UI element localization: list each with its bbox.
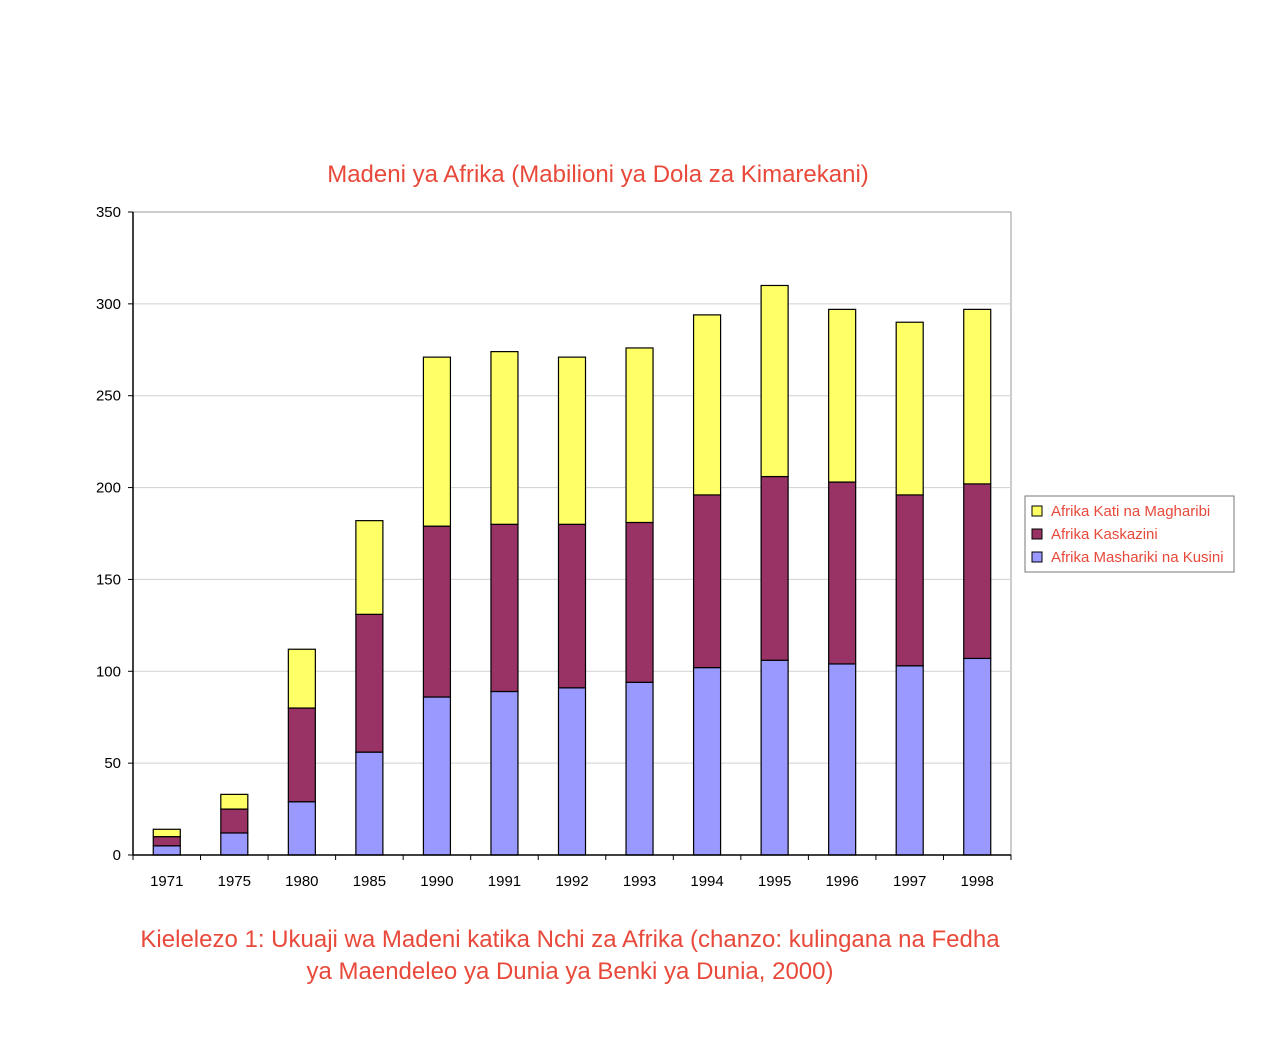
y-tick-label: 250 [96,388,121,405]
bar-segment [220,832,249,856]
y-tick-label: 50 [104,755,121,772]
x-tick-label: 1997 [893,873,926,890]
legend-label: Afrika Kaskazini [1051,526,1158,543]
bar-segment [557,687,587,856]
legend-label: Afrika Kati na Magharibi [1051,503,1210,520]
legend-box [1024,495,1235,573]
x-tick-label: 1991 [488,873,521,890]
x-tick-label: 1985 [353,873,386,890]
bar-segment [557,356,587,525]
x-tick-label: 1998 [961,873,994,890]
y-tick-label: 0 [113,847,121,864]
bars [152,284,992,856]
bar-segment [220,808,249,834]
bar-segment [287,801,316,856]
y-tick-label: 350 [96,204,121,221]
bar-segment [490,351,519,525]
bar-segment [828,308,857,483]
x-tick-label: 1980 [285,873,318,890]
bar-segment [490,690,519,856]
legend-swatch [1031,505,1043,517]
chart-title: Madeni ya Afrika (Mabilioni ya Dola za K… [327,161,869,188]
bar-segment [422,356,452,527]
legend-label: Afrika Mashariki na Kusini [1051,549,1224,566]
bar-segment [828,481,857,665]
bar-segment [963,483,992,660]
legend-swatch [1031,528,1043,540]
legend-swatch [1031,551,1043,563]
bar-segment [963,308,992,485]
bar-segment [692,314,722,496]
bar-segment [422,525,452,698]
bar-segment [152,836,181,847]
bar-segment [828,663,857,856]
y-tick-label: 300 [96,296,121,313]
bar-segment [625,681,654,856]
bar-segment [895,665,924,856]
bar-segment [422,696,452,856]
y-tick-label: 150 [96,571,121,588]
y-tick-label: 100 [96,663,121,680]
bar-segment [557,523,587,689]
axes: 0 50 100 150 200 250 300 350 1971 1975 1980 1985 199… [96,204,1012,890]
caption-line-1: Kielelezo 1: Ukuaji wa Madeni katika Nch… [140,926,1000,953]
bar-segment [760,475,789,661]
bar-segment [152,828,181,838]
x-tick-label: 1992 [555,873,588,890]
x-tick-label: 1995 [758,873,791,890]
bar-segment [963,657,992,856]
bar-segment [625,521,654,683]
bar-segment [692,494,722,669]
bar-segment [287,648,316,709]
bar-segment [355,613,384,753]
x-tick-label: 1971 [150,873,183,890]
bar-segment [355,751,384,856]
bar-segment [625,347,654,524]
x-tick-label: 1990 [420,873,453,890]
bar-segment [895,494,924,667]
x-tick-label: 1993 [623,873,656,890]
caption-line-2: ya Maendeleo ya Dunia ya Benki ya Dunia,… [306,958,834,985]
legend: Afrika Kati na Magharibi Afrika Kaskazini… [1024,495,1235,573]
bar-segment [355,520,384,615]
figure-caption: Kielelezo 1: Ukuaji wa Madeni katika Nch… [40,924,1100,988]
bar-segment [220,793,249,810]
bar-segment [760,284,789,478]
bar-segment [692,667,722,856]
bar-segment [287,707,316,803]
bar-segment [152,845,181,856]
x-tick-label: 1994 [690,873,723,890]
y-tick-label: 200 [96,480,121,497]
bar-segment [490,523,519,693]
x-tick-label: 1996 [825,873,858,890]
bar-segment [895,321,924,496]
bar-segment [760,659,789,856]
x-tick-label: 1975 [218,873,251,890]
